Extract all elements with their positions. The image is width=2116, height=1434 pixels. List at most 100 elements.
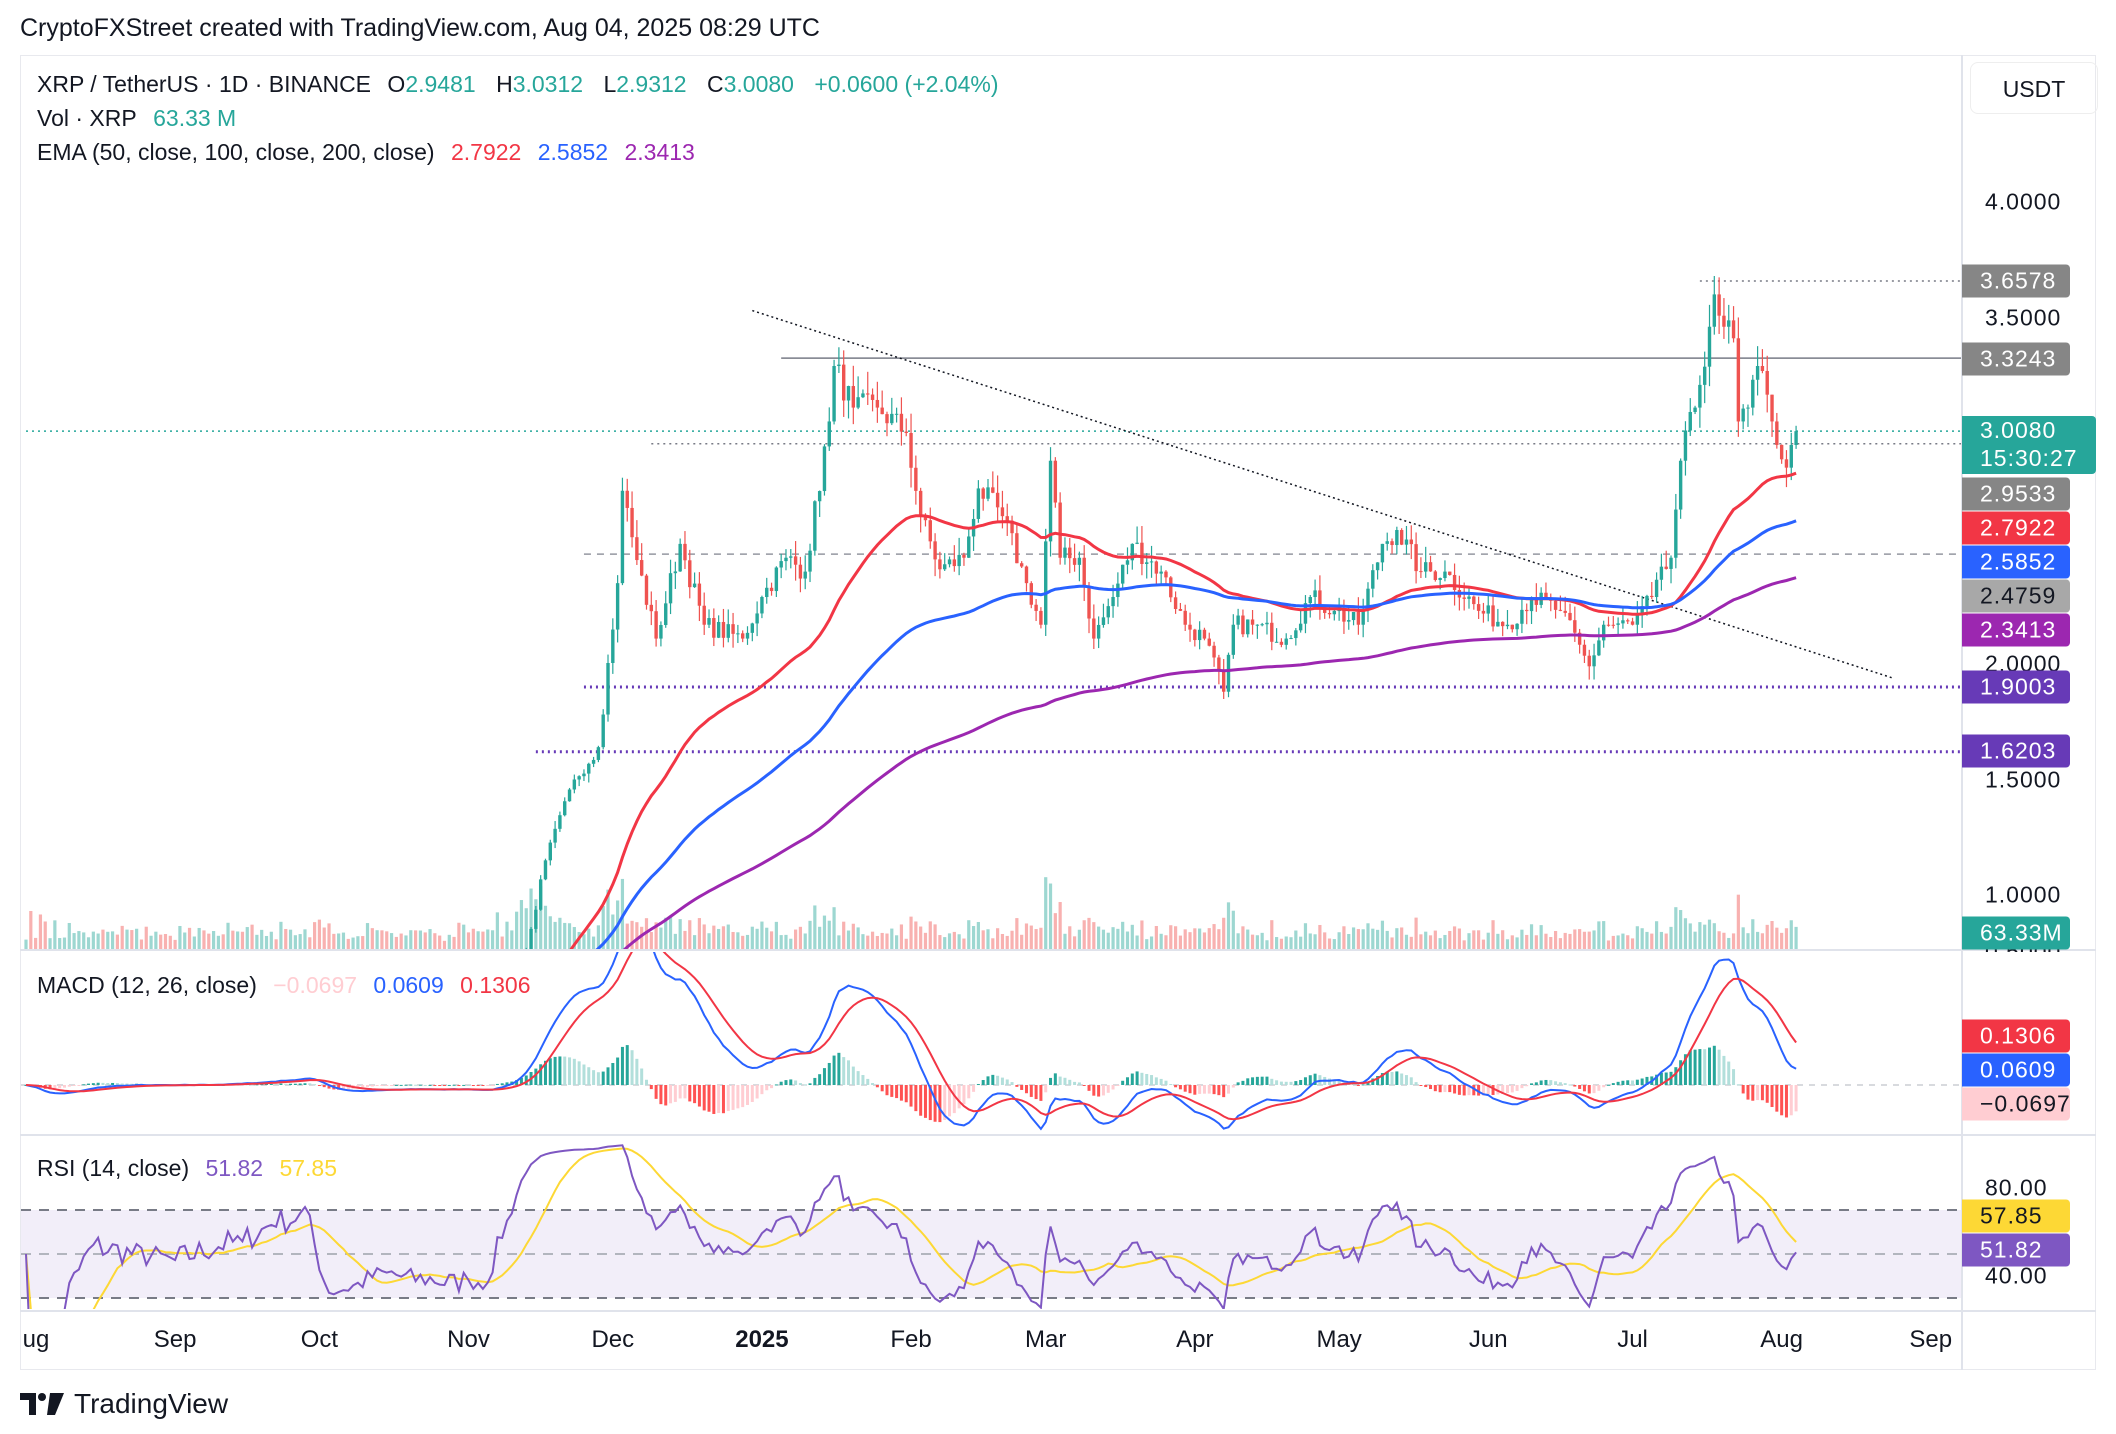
- macd-histogram-bar: [130, 1083, 134, 1085]
- volume-bar: [914, 921, 918, 949]
- candle-body: [1356, 611, 1361, 625]
- candle-body: [1092, 618, 1096, 639]
- volume-bar: [183, 932, 187, 949]
- candle-body: [486, 1011, 489, 1012]
- macd-histogram-bar: [1270, 1078, 1274, 1085]
- volume-bar: [380, 930, 384, 949]
- candle-body: [558, 815, 562, 829]
- volume-bar: [1606, 940, 1611, 949]
- macd-label[interactable]: MACD (12, 26, close): [37, 972, 257, 998]
- volume-bar: [1294, 930, 1298, 949]
- candle-body: [976, 488, 981, 519]
- volume-bar: [1082, 920, 1086, 949]
- volume-bar: [895, 935, 899, 949]
- candle-body: [1712, 294, 1717, 327]
- ema200-line: [622, 576, 1797, 949]
- volume-bar: [221, 934, 225, 949]
- candle-body: [707, 618, 711, 625]
- candle-body: [1164, 571, 1168, 578]
- candle-body: [1063, 547, 1067, 558]
- volume-bar: [1467, 933, 1471, 949]
- macd-histogram-bar: [125, 1083, 129, 1085]
- volume-bar: [861, 934, 865, 949]
- macd-histogram-bar: [885, 1085, 889, 1096]
- candle-body: [1212, 645, 1216, 658]
- volume-bar: [1058, 902, 1062, 949]
- macd-histogram-bar: [1756, 1085, 1760, 1101]
- macd-histogram-bar: [414, 1084, 418, 1086]
- volume-bar: [1794, 926, 1798, 949]
- volume-bar: [1376, 929, 1380, 949]
- tradingview-logo[interactable]: TradingView: [20, 1388, 228, 1420]
- candle-body: [991, 487, 995, 493]
- macd-histogram-bar: [669, 1085, 673, 1104]
- volume-bar: [548, 916, 552, 949]
- volume-bar: [62, 937, 67, 949]
- volume-bar: [1558, 938, 1562, 949]
- candle-body: [856, 397, 860, 408]
- macd-histogram-bar: [1371, 1078, 1375, 1085]
- candle-body: [1342, 610, 1346, 622]
- macd-histogram-bar: [784, 1080, 788, 1085]
- volume-bar: [1226, 902, 1231, 949]
- candle-body: [1462, 597, 1466, 599]
- volume-bar: [981, 930, 985, 949]
- candle-body: [630, 507, 634, 538]
- macd-histogram-bar: [1443, 1085, 1447, 1093]
- high-value: 3.0312: [512, 71, 584, 97]
- volume-bar: [365, 923, 370, 949]
- candle-body: [1568, 612, 1572, 621]
- candle-body: [1558, 609, 1563, 611]
- candle-body: [673, 571, 678, 574]
- macd-histogram-bar: [1236, 1082, 1240, 1085]
- symbol-name[interactable]: XRP / TetherUS · 1D · BINANCE: [37, 71, 372, 97]
- currency-button[interactable]: USDT: [1970, 62, 2098, 114]
- volume-label[interactable]: Vol · XRP: [37, 105, 137, 131]
- candle-body: [947, 559, 952, 565]
- candle-body: [1751, 379, 1755, 408]
- candle-body: [1019, 563, 1024, 567]
- candle-body: [712, 618, 716, 638]
- macd-histogram-bar: [1592, 1085, 1596, 1094]
- ema-label[interactable]: EMA (50, close, 100, close, 200, close): [37, 139, 435, 165]
- candle-body: [1068, 547, 1072, 559]
- rsi-tag: 57.85: [1962, 1199, 2070, 1233]
- volume-bar: [1529, 924, 1534, 949]
- macd-histogram-bar: [1328, 1078, 1332, 1085]
- macd-histogram-bar: [322, 1085, 326, 1088]
- candle-body: [1664, 566, 1668, 569]
- volume-bar: [356, 936, 360, 949]
- macd-histogram-bar: [1284, 1081, 1288, 1085]
- candle-body: [1015, 533, 1019, 564]
- candle-body: [832, 366, 836, 422]
- macd-histogram-bar: [284, 1083, 288, 1085]
- price-tag: 2.7922: [1962, 511, 2070, 545]
- volume-bar: [1462, 940, 1466, 949]
- candle-body: [68, 1001, 71, 1005]
- volume-bar: [630, 920, 634, 949]
- macd-histogram-bar: [1332, 1079, 1336, 1085]
- macd-histogram-bar: [919, 1085, 923, 1116]
- volume-bar: [1024, 923, 1029, 949]
- macd-histogram-bar: [837, 1052, 841, 1085]
- volume-bar: [159, 934, 163, 949]
- volume-bar: [563, 922, 567, 949]
- candle-body: [639, 560, 644, 576]
- macd-hist-value: −0.0697: [273, 972, 358, 998]
- volume-bar: [1510, 935, 1514, 949]
- macd-histogram-bar: [404, 1084, 408, 1086]
- macd-histogram-bar: [620, 1046, 624, 1085]
- volume-bar: [1515, 937, 1519, 949]
- volume-bar: [346, 938, 350, 949]
- volume-bar: [438, 935, 442, 949]
- macd-histogram-bar: [851, 1066, 855, 1085]
- candle-body: [625, 490, 629, 508]
- macd-histogram-bar: [572, 1058, 576, 1085]
- macd-histogram-bar: [1765, 1085, 1769, 1103]
- macd-signal-value: 0.1306: [460, 972, 531, 998]
- macd-histogram-bar: [741, 1085, 745, 1108]
- candle-body: [1520, 609, 1524, 624]
- rsi-label[interactable]: RSI (14, close): [37, 1155, 190, 1181]
- macd-histogram-bar: [818, 1074, 822, 1085]
